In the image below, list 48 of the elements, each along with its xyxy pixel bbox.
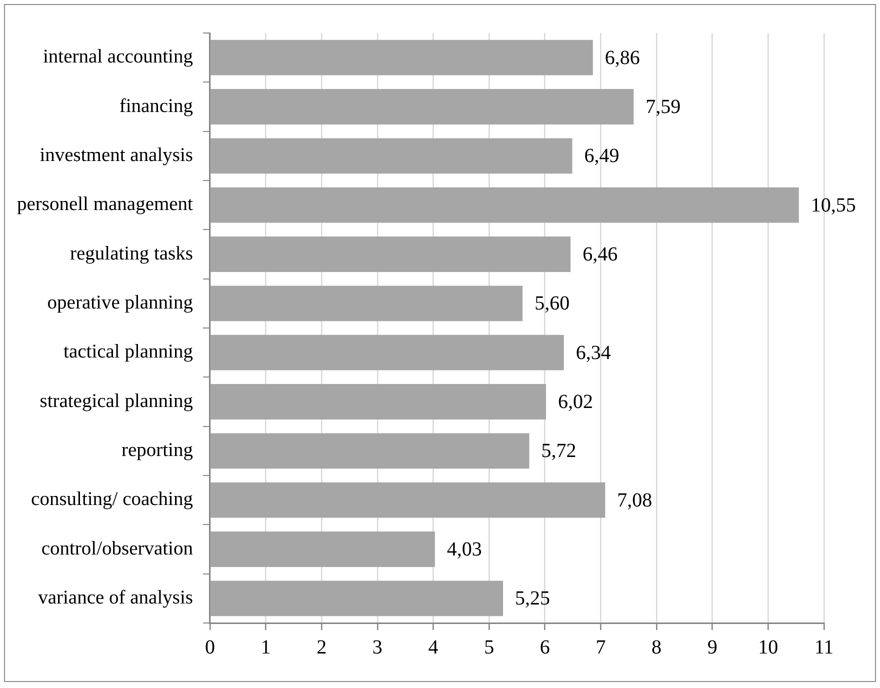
y-tick-label: operative planning <box>47 292 194 314</box>
bar <box>210 89 634 124</box>
data-label: 6,49 <box>584 145 620 168</box>
x-tick-label: 7 <box>596 636 606 658</box>
data-label: 6,46 <box>582 244 618 266</box>
y-tick-label: control/observation <box>41 538 194 560</box>
data-label: 7,59 <box>646 96 681 118</box>
y-tick-label: financing <box>119 96 194 117</box>
bar <box>210 138 572 174</box>
x-tick-label: 4 <box>428 636 438 658</box>
bar <box>210 580 504 616</box>
x-tick-label: 2 <box>316 636 327 658</box>
x-tick-label: 9 <box>707 636 718 658</box>
bar <box>210 433 530 469</box>
x-tick-label: 6 <box>540 636 550 658</box>
bar <box>210 532 435 567</box>
x-tick-label: 11 <box>814 636 834 658</box>
data-label: 6,34 <box>576 342 611 364</box>
y-tick-label: variance of analysis <box>38 588 193 609</box>
x-tick-label: 10 <box>758 636 778 658</box>
x-tick-label: 0 <box>204 636 215 658</box>
x-tick-label: 1 <box>260 636 271 658</box>
data-label: 5,25 <box>515 588 550 610</box>
data-label: 7,08 <box>617 489 652 512</box>
bar <box>210 187 799 223</box>
bar <box>210 286 523 322</box>
data-label: 6,02 <box>558 391 594 413</box>
y-tick-label: consulting/ coaching <box>31 489 194 510</box>
y-tick-label: tactical planning <box>64 342 194 363</box>
y-tick-label: regulating tasks <box>70 243 193 264</box>
data-label: 4,03 <box>446 538 482 560</box>
data-label: 6,86 <box>604 46 640 69</box>
y-tick-label: strategical planning <box>40 390 194 412</box>
bar <box>210 236 571 272</box>
y-tick-label: internal accounting <box>42 46 194 68</box>
bar <box>210 40 593 76</box>
y-tick-label: reporting <box>121 440 194 462</box>
x-tick-label: 8 <box>652 636 662 658</box>
y-tick-label: personell management <box>16 194 194 216</box>
bar <box>210 482 606 518</box>
y-tick-label: investment analysis <box>40 145 193 166</box>
data-label: 10,55 <box>810 194 856 216</box>
x-tick-label: 3 <box>372 636 382 658</box>
data-label: 5,72 <box>541 440 576 462</box>
bar <box>210 334 564 370</box>
bar <box>210 384 546 420</box>
data-label: 5,60 <box>534 292 570 315</box>
x-tick-label: 5 <box>484 636 494 658</box>
